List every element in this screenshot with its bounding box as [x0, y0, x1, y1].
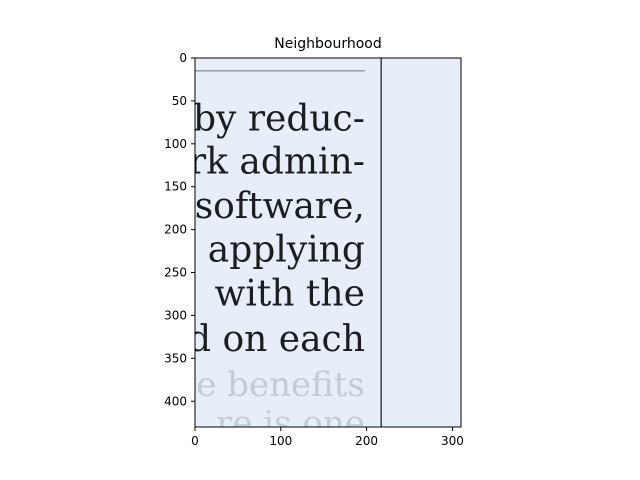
axes-frame [194, 57, 462, 428]
ghost-text-line: re is one [216, 404, 365, 444]
y-axis: 0 50 100 150 200 250 300 350 400 [164, 51, 195, 408]
y-tick-label: 100 [164, 137, 187, 151]
scanned-text-lines: t by reduc-ork admin-software,applyingwi… [167, 98, 365, 360]
y-tick-label: 200 [164, 223, 187, 237]
scan-text-line: software, [195, 186, 365, 227]
image-background [195, 58, 461, 427]
x-tick-label: 100 [269, 434, 292, 448]
scan-text-line: applying [208, 230, 365, 271]
y-tick-label: 50 [172, 94, 187, 108]
x-axis: 0 100 200 300 [191, 427, 464, 448]
scan-text-line: d on each [188, 319, 365, 360]
scan-text-line: t by reduc- [167, 98, 365, 139]
x-tick-label: 200 [355, 434, 378, 448]
y-tick-label: 0 [179, 51, 187, 65]
chart-title: Neighbourhood [274, 36, 381, 52]
y-tick-label: 350 [164, 351, 187, 365]
ghost-text-line: he benefits [174, 365, 365, 405]
y-tick-label: 250 [164, 266, 187, 280]
y-tick-label: 400 [164, 394, 187, 408]
y-tick-label: 150 [164, 180, 187, 194]
scan-text-line: with the [215, 273, 365, 314]
x-tick-label: 0 [191, 434, 199, 448]
x-tick-label: 300 [441, 434, 464, 448]
y-tick-label: 300 [164, 308, 187, 322]
scan-text-line: ork admin- [167, 141, 365, 182]
